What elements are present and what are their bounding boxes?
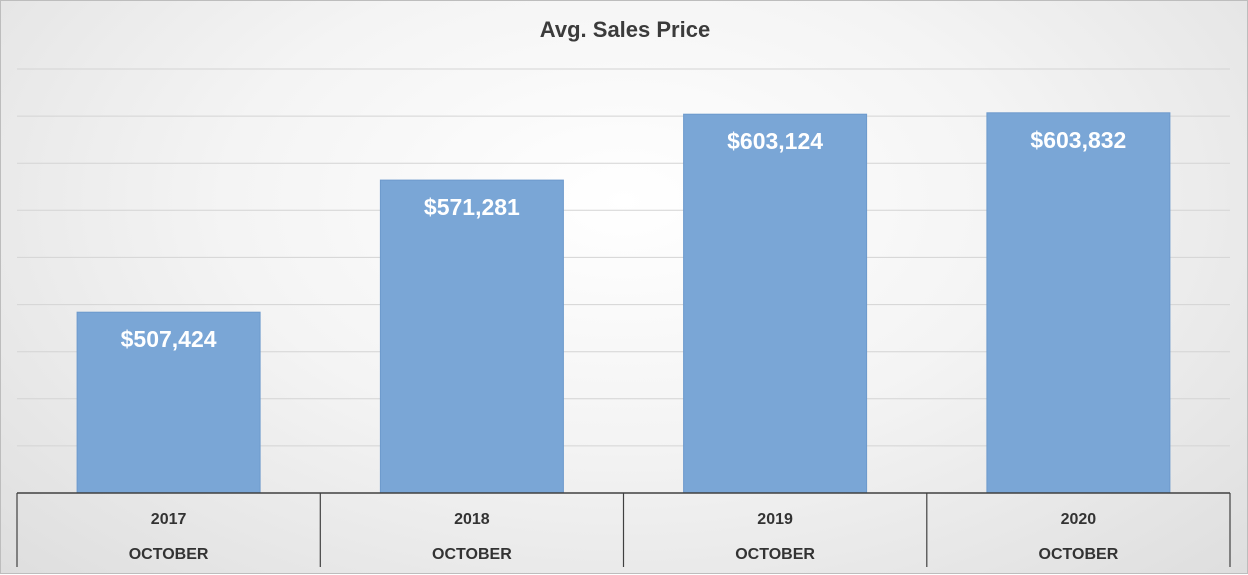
data-label: $603,832 bbox=[1030, 127, 1126, 153]
data-label: $603,124 bbox=[727, 128, 823, 154]
bar bbox=[76, 311, 261, 494]
tick-label-year: 2019 bbox=[757, 511, 793, 528]
tick-label-month: OCTOBER bbox=[129, 546, 209, 563]
tick-label-year: 2017 bbox=[151, 511, 187, 528]
tick-label-month: OCTOBER bbox=[1039, 546, 1119, 563]
tick-label-year: 2020 bbox=[1061, 511, 1097, 528]
data-label: $507,424 bbox=[121, 326, 217, 352]
tick-label-month: OCTOBER bbox=[735, 546, 815, 563]
tick-label-year: 2018 bbox=[454, 511, 490, 528]
bar bbox=[379, 179, 564, 494]
tick-label-month: OCTOBER bbox=[432, 546, 512, 563]
data-label: $571,281 bbox=[424, 194, 520, 220]
chart-title: Avg. Sales Price bbox=[539, 17, 711, 42]
data-labels: $507,424 $571,281 $603,124 $603,832 bbox=[121, 127, 1127, 352]
bars bbox=[76, 112, 1171, 494]
bar bbox=[683, 113, 868, 494]
category-axis: 2017 OCTOBER 2018 OCTOBER 2019 OCTOBER 2020 OCT… bbox=[16, 492, 1231, 567]
bar bbox=[986, 112, 1171, 494]
